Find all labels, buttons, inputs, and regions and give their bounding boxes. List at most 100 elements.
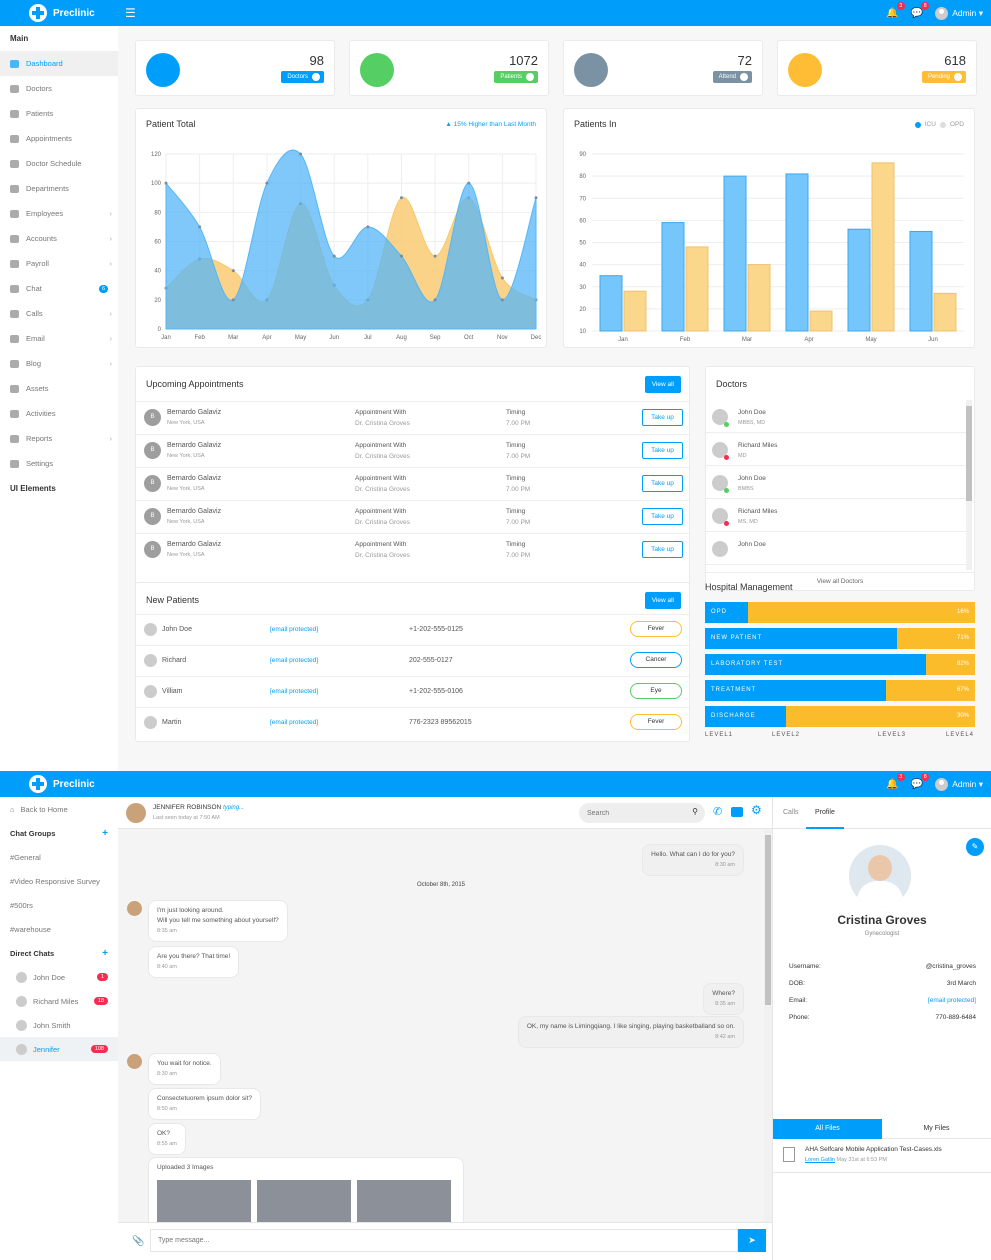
stat-label: Attend <box>718 74 736 80</box>
contact-avatar[interactable] <box>126 803 146 823</box>
chat-group-item[interactable]: #Video Responsive Survey <box>10 876 100 886</box>
area-series-0 <box>165 149 537 330</box>
take-up-button[interactable]: Take up <box>642 409 683 426</box>
search-input[interactable] <box>579 803 679 823</box>
sidebar-item-appointments[interactable]: Appointments <box>0 126 118 151</box>
doctor-item[interactable]: John Doe MBBS, MD <box>706 400 968 433</box>
plus-logo-icon <box>29 4 47 22</box>
phone-icon[interactable]: ✆ <box>713 806 723 818</box>
sidebar-item-payroll[interactable]: Payroll › <box>0 251 118 276</box>
message-input[interactable] <box>150 1229 738 1252</box>
data-point <box>433 298 437 302</box>
doctor-item[interactable]: John Doe BMBS <box>706 466 968 499</box>
profile-field-value[interactable]: [email protected] <box>927 997 976 1004</box>
direct-chat-john-doe[interactable]: John Doe 1 <box>0 965 118 989</box>
app-logo[interactable]: Preclinic <box>29 775 119 793</box>
add-chat-icon[interactable]: + <box>102 947 108 959</box>
back-to-home-link[interactable]: ⌂ Back to Home <box>0 797 118 821</box>
patient-email[interactable]: [email protected] <box>270 626 319 633</box>
file-author[interactable]: Loren Gatlin <box>805 1157 835 1163</box>
sidebar-item-label: Assets <box>26 384 49 393</box>
take-up-button[interactable]: Take up <box>642 475 683 492</box>
chat-sidebar: ⌂ Back to Home Chat Groups + #General #Vide… <box>0 797 118 1260</box>
gear-icon[interactable]: ⚙ <box>751 803 762 817</box>
view-all-doctors-link[interactable]: View all Doctors <box>816 578 864 585</box>
view-all-patients-button[interactable]: View all <box>644 592 681 609</box>
message-time: 8:35 am <box>715 1001 735 1007</box>
diagnosis-badge[interactable]: Eye <box>630 683 682 699</box>
sidebar-item-activities[interactable]: Activities <box>0 401 118 426</box>
direct-chat-richard-miles[interactable]: Richard Miles 18 <box>0 989 118 1013</box>
admin-menu[interactable]: Admin ▾ <box>935 777 983 791</box>
chat-group-item[interactable]: #General <box>10 852 41 862</box>
sidebar-section-ui[interactable]: UI Elements <box>10 484 56 493</box>
sidebar-item-dashboard[interactable]: Dashboard <box>0 51 118 76</box>
sidebar-item-email[interactable]: Email › <box>0 326 118 351</box>
tab-profile[interactable]: Profile <box>815 809 835 816</box>
image-thumbnail[interactable] <box>257 1180 351 1222</box>
file-item[interactable]: AHA Selfcare Mobile Application Test-Cas… <box>773 1139 991 1173</box>
patient-name: Bernardo Galaviz <box>167 508 222 515</box>
tab-all-files[interactable]: All Files <box>773 1119 882 1139</box>
patient-email[interactable]: [email protected] <box>270 657 319 664</box>
video-icon[interactable] <box>731 807 743 817</box>
sidebar-item-patients[interactable]: Patients <box>0 101 118 126</box>
take-up-button[interactable]: Take up <box>642 508 683 525</box>
menu-toggle-icon[interactable]: ☰ <box>125 6 136 20</box>
image-thumbnail[interactable] <box>157 1180 251 1222</box>
take-up-button[interactable]: Take up <box>642 442 683 459</box>
direct-chat-john-smith[interactable]: John Smith <box>0 1013 118 1037</box>
doctors-scrollbar[interactable] <box>966 400 972 570</box>
sidebar-item-settings[interactable]: Settings <box>0 451 118 476</box>
sidebar-item-departments[interactable]: Departments <box>0 176 118 201</box>
doctor-item[interactable]: Richard Miles MD <box>706 433 968 466</box>
patient-email[interactable]: [email protected] <box>270 719 319 726</box>
add-group-icon[interactable]: + <box>102 827 108 839</box>
direct-chat-jennifer[interactable]: Jennifer 108 <box>0 1037 118 1061</box>
user-name: John Doe <box>33 972 66 982</box>
app-logo[interactable]: Preclinic <box>29 4 119 22</box>
tab-my-files[interactable]: My Files <box>923 1125 950 1132</box>
diagnosis-badge[interactable]: Fever <box>630 714 682 730</box>
sidebar-item-doctor-schedule[interactable]: Doctor Schedule <box>0 151 118 176</box>
row-divider <box>136 614 689 615</box>
bell-icon[interactable]: 🔔 3 <box>886 772 905 790</box>
chat-scrollbar[interactable] <box>764 830 772 1222</box>
sidebar-item-assets[interactable]: Assets <box>0 376 118 401</box>
progress-fill <box>705 706 786 727</box>
message-icon[interactable]: 💬 8 <box>911 1 930 19</box>
diagnosis-badge[interactable]: Cancer <box>630 652 682 668</box>
home-icon: ⌂ <box>10 804 15 814</box>
sidebar-item-chat[interactable]: Chat 6 <box>0 276 118 301</box>
paperclip-icon[interactable]: 📎 <box>132 1236 145 1247</box>
sidebar-item-doctors[interactable]: Doctors <box>0 76 118 101</box>
patient-email[interactable]: [email protected] <box>270 688 319 695</box>
doctor-item[interactable]: John Doe <box>706 532 968 565</box>
admin-menu[interactable]: Admin ▾ <box>935 6 983 20</box>
doctor-item[interactable]: Richard Miles MS, MD <box>706 499 968 532</box>
message-icon[interactable]: 💬 8 <box>911 772 930 790</box>
appointment-row: B Bernardo Galaviz New York, USA Appointmen… <box>136 467 689 500</box>
sidebar-item-reports[interactable]: Reports › <box>0 426 118 451</box>
sidebar-item-blog[interactable]: Blog › <box>0 351 118 376</box>
typing-indicator: typing... <box>223 805 245 811</box>
diagnosis-badge[interactable]: Fever <box>630 621 682 637</box>
image-thumbnail[interactable] <box>357 1180 451 1222</box>
chat-group-item[interactable]: #warehouse <box>10 924 51 934</box>
search-icon[interactable]: ⚲ <box>692 807 698 816</box>
send-button[interactable]: ➤ <box>738 1229 766 1252</box>
view-all-appointments-button[interactable]: View all <box>644 376 681 393</box>
sidebar-item-employees[interactable]: Employees › <box>0 201 118 226</box>
sidebar-item-accounts[interactable]: Accounts › <box>0 226 118 251</box>
stat-card-doctors: 98 Doctors <box>135 40 335 96</box>
tab-calls[interactable]: Calls <box>783 809 799 816</box>
patient-avatar <box>144 623 157 636</box>
data-point <box>399 196 403 200</box>
chat-group-item[interactable]: #500rs <box>10 900 33 910</box>
sidebar-item-calls[interactable]: Calls › <box>0 301 118 326</box>
search-box[interactable]: ⚲ <box>579 803 705 823</box>
take-up-button[interactable]: Take up <box>642 541 683 558</box>
bell-icon[interactable]: 🔔 3 <box>886 1 905 19</box>
edit-profile-icon[interactable]: ✎ <box>966 838 984 856</box>
file-name[interactable]: AHA Selfcare Mobile Application Test-Cas… <box>805 1146 942 1153</box>
